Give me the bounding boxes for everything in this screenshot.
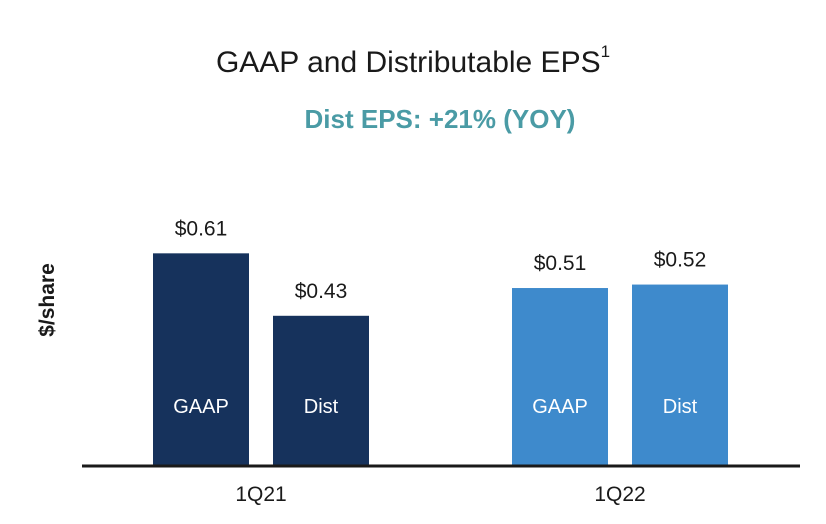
bar-label-gaap-1q21: GAAP <box>173 396 229 418</box>
bar-label-dist-1q22: Dist <box>663 396 698 418</box>
value-label-dist-1q21: $0.43 <box>295 280 348 303</box>
title-footnote-marker: 1 <box>600 42 611 61</box>
bar-dist-1q22 <box>632 284 728 465</box>
bar-label-dist-1q21: Dist <box>304 396 339 418</box>
bar-label-gaap-1q22: GAAP <box>532 396 588 418</box>
x-tick-label-1q21: 1Q21 <box>235 483 286 506</box>
bar-gaap-1q22 <box>512 288 608 465</box>
x-tick-label-1q22: 1Q22 <box>594 483 645 506</box>
bar-gaap-1q21 <box>153 253 249 465</box>
bar-dist-1q21 <box>273 315 369 465</box>
value-label-dist-1q22: $0.52 <box>654 249 707 272</box>
chart-subtitle: Dist EPS: +21% (YOY) <box>304 104 576 134</box>
value-label-gaap-1q22: $0.51 <box>534 252 587 275</box>
y-axis-label: $/share <box>36 263 59 337</box>
value-label-gaap-1q21: $0.61 <box>175 217 228 240</box>
chart-title: GAAP and Distributable EPS1 <box>215 42 611 79</box>
